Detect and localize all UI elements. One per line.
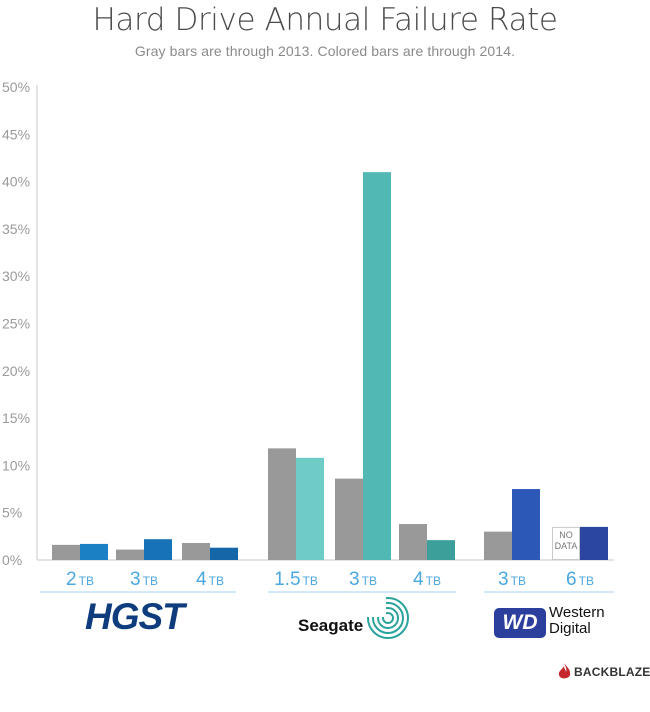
bar-through-2014: [363, 172, 391, 560]
y-tick-label: 30%: [2, 268, 30, 284]
capacity-label: 3 TB: [349, 569, 377, 590]
backblaze-label: BACKBLAZE: [574, 665, 650, 679]
capacity-number: 2: [66, 569, 77, 590]
bar-through-2013: [484, 531, 512, 560]
capacity-label: 2 TB: [66, 569, 94, 590]
capacity-label: 6 TB: [566, 569, 594, 590]
bar-through-2014: [144, 539, 172, 560]
capacity-unit: TB: [362, 574, 377, 588]
capacity-label: 4 TB: [413, 569, 441, 590]
capacity-label: 1.5 TB: [274, 569, 318, 590]
capacity-number: 3: [130, 569, 141, 590]
bar-through-2014: [210, 547, 238, 560]
chart-subtitle: Gray bars are through 2013. Colored bars…: [134, 43, 516, 59]
y-tick-label: 20%: [2, 363, 30, 379]
flame-icon: [558, 663, 571, 679]
capacity-label: 4 TB: [196, 569, 224, 590]
capacity-unit: TB: [143, 574, 158, 588]
bar-through-2013: [116, 549, 144, 560]
bar-through-2014: [512, 489, 540, 560]
y-tick-label: 0%: [2, 552, 22, 568]
no-data-label: NO: [559, 530, 573, 540]
bar-through-2013: [182, 542, 210, 560]
bar-through-2013: [335, 478, 363, 560]
y-tick-label: 25%: [2, 316, 30, 332]
wd-logo-badge: WD: [494, 608, 546, 638]
bar-through-2014: [580, 526, 608, 560]
capacity-unit: TB: [511, 574, 526, 588]
y-tick-label: 5%: [2, 505, 22, 521]
capacity-number: 6: [566, 569, 577, 590]
bar-through-2013: [268, 448, 296, 560]
y-tick-label: 50%: [2, 79, 30, 95]
capacity-label: 3 TB: [130, 569, 158, 590]
capacity-unit: TB: [79, 574, 94, 588]
y-tick-label: 15%: [2, 410, 30, 426]
capacity-number: 4: [196, 569, 207, 590]
capacity-number: 1.5: [274, 569, 300, 590]
capacity-unit: TB: [426, 574, 441, 588]
bar-through-2014: [296, 457, 324, 560]
backblaze-logo: BACKBLAZE: [558, 663, 650, 681]
capacity-number: 3: [349, 569, 360, 590]
y-tick-label: 45%: [2, 126, 30, 142]
y-tick-label: 10%: [2, 457, 30, 473]
seagate-swirl-icon: [362, 595, 409, 639]
hgst-logo: HGST: [85, 596, 185, 637]
bar-through-2013: [399, 524, 427, 560]
y-tick-label: 35%: [2, 221, 30, 237]
bar-through-2014: [427, 540, 455, 560]
wd-name-line-2: Digital: [549, 620, 591, 637]
bar-through-2013: [52, 544, 80, 560]
no-data-label: DATA: [555, 541, 578, 551]
capacity-number: 3: [498, 569, 509, 590]
y-tick-label: 40%: [2, 174, 30, 190]
chart-title: Hard Drive Annual Failure Rate: [92, 2, 558, 38]
capacity-unit: TB: [209, 574, 224, 588]
bar-through-2014: [80, 543, 108, 560]
western-digital-name: Western Digital: [549, 605, 629, 637]
capacity-label: 3 TB: [498, 569, 526, 590]
capacity-unit: TB: [579, 574, 594, 588]
no-data-box: [552, 526, 580, 561]
seagate-logo-text: Seagate: [298, 616, 364, 635]
capacity-number: 4: [413, 569, 424, 590]
capacity-unit: TB: [303, 574, 318, 588]
bar-chart: 0%5%10%15%20%25%30%35%40%45%50%2 TB 3 TB 4 TB…: [2, 79, 614, 593]
wd-name-line-1: Western: [549, 604, 605, 621]
